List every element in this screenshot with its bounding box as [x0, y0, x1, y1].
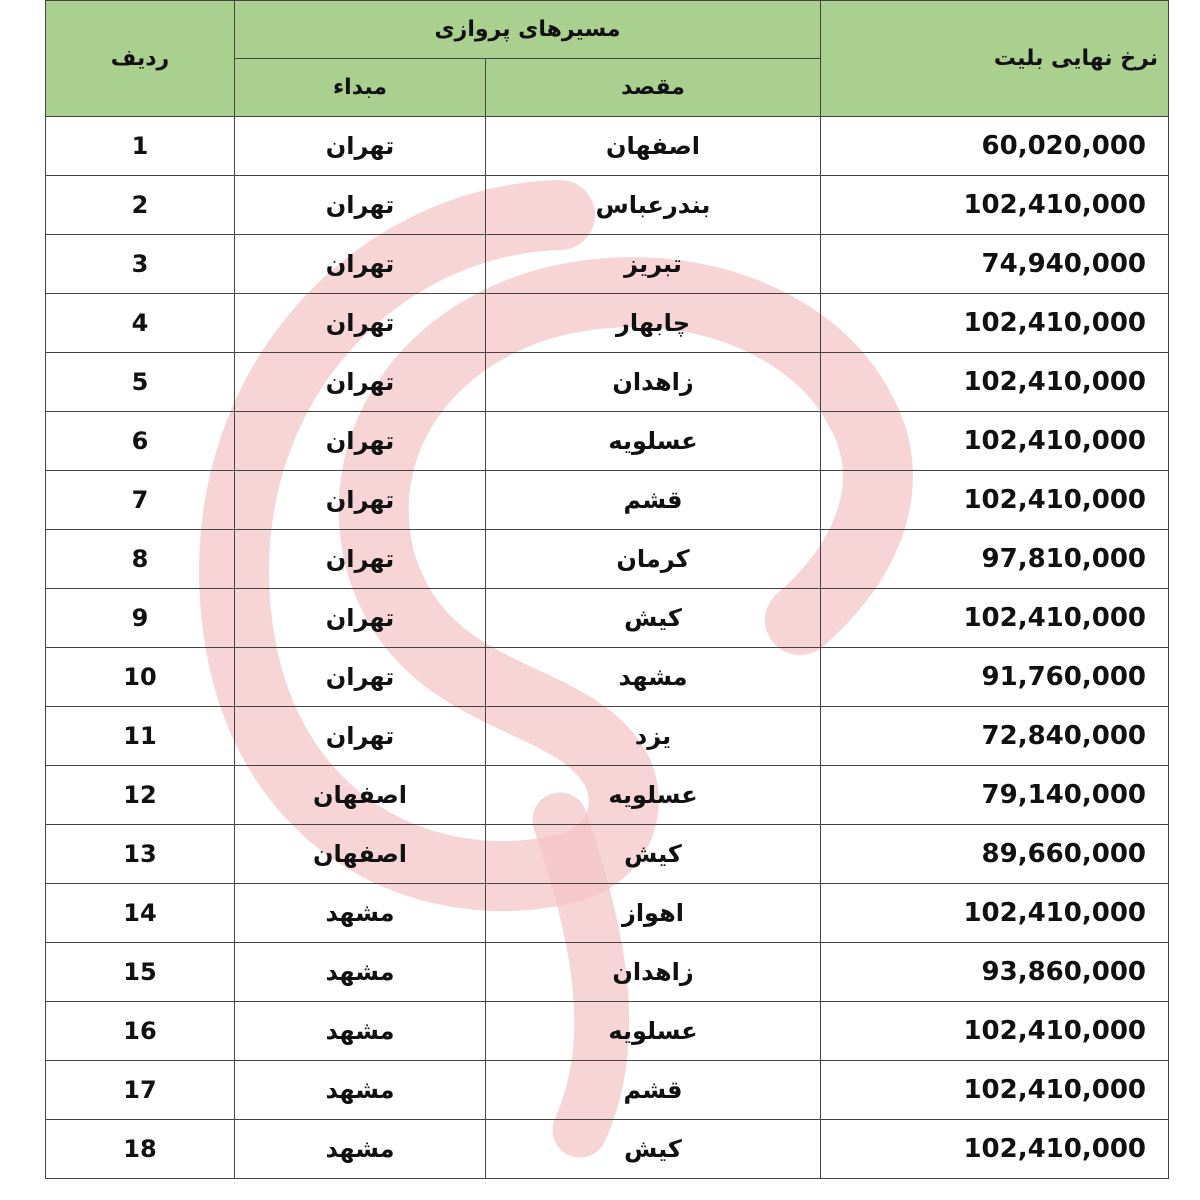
header-row-number: ردیف	[45, 0, 235, 117]
origin-cell: تهران	[234, 116, 486, 176]
table-row: 10 تهران مشهد 91,760,000	[45, 647, 1170, 707]
origin-cell: تهران	[234, 647, 486, 707]
table-row: 14 مشهد اهواز 102,410,000	[45, 883, 1170, 943]
destination-cell: زاهدان	[484, 352, 822, 412]
destination-cell: مشهد	[484, 647, 822, 707]
origin-cell: مشهد	[234, 1060, 486, 1120]
row-number-cell: 12	[45, 765, 235, 825]
destination-cell: قشم	[484, 1060, 822, 1120]
destination-cell: کیش	[484, 1119, 822, 1179]
origin-cell: تهران	[234, 352, 486, 412]
row-number-cell: 11	[45, 706, 235, 766]
flight-price-table: ردیف مسیرهای پروازی نرخ نهایی بلیت مبداء…	[45, 0, 1170, 1179]
origin-cell: اصفهان	[234, 824, 486, 884]
row-number-cell: 17	[45, 1060, 235, 1120]
price-cell: 102,410,000	[820, 175, 1170, 235]
row-number-cell: 18	[45, 1119, 235, 1179]
table-row: 1 تهران اصفهان 60,020,000	[45, 116, 1170, 176]
price-cell: 102,410,000	[820, 1060, 1170, 1120]
table-row: 12 اصفهان عسلویه 79,140,000	[45, 765, 1170, 825]
table-row: 13 اصفهان کیش 89,660,000	[45, 824, 1170, 884]
price-cell: 93,860,000	[820, 942, 1170, 1002]
price-cell: 97,810,000	[820, 529, 1170, 589]
price-cell: 102,410,000	[820, 411, 1170, 471]
origin-cell: مشهد	[234, 883, 486, 943]
table-row: 6 تهران عسلویه 102,410,000	[45, 411, 1170, 471]
price-cell: 72,840,000	[820, 706, 1170, 766]
row-number-cell: 13	[45, 824, 235, 884]
header-origin: مبداء	[234, 58, 486, 117]
row-number-cell: 1	[45, 116, 235, 176]
destination-cell: قشم	[484, 470, 822, 530]
origin-cell: تهران	[234, 470, 486, 530]
price-cell: 60,020,000	[820, 116, 1170, 176]
table-row: 16 مشهد عسلویه 102,410,000	[45, 1001, 1170, 1061]
row-number-cell: 7	[45, 470, 235, 530]
table-row: 9 تهران کیش 102,410,000	[45, 588, 1170, 648]
destination-cell: چابهار	[484, 293, 822, 353]
header-price: نرخ نهایی بلیت	[820, 0, 1170, 117]
price-cell: 102,410,000	[820, 883, 1170, 943]
row-number-cell: 2	[45, 175, 235, 235]
destination-cell: عسلویه	[484, 411, 822, 471]
origin-cell: اصفهان	[234, 765, 486, 825]
destination-cell: زاهدان	[484, 942, 822, 1002]
price-cell: 91,760,000	[820, 647, 1170, 707]
price-cell: 79,140,000	[820, 765, 1170, 825]
row-number-cell: 5	[45, 352, 235, 412]
price-cell: 102,410,000	[820, 293, 1170, 353]
destination-cell: عسلویه	[484, 765, 822, 825]
table-row: 17 مشهد قشم 102,410,000	[45, 1060, 1170, 1120]
table-row: 2 تهران بندرعباس 102,410,000	[45, 175, 1170, 235]
price-cell: 102,410,000	[820, 1001, 1170, 1061]
destination-cell: اصفهان	[484, 116, 822, 176]
destination-cell: اهواز	[484, 883, 822, 943]
destination-cell: کیش	[484, 824, 822, 884]
table-row: 15 مشهد زاهدان 93,860,000	[45, 942, 1170, 1002]
destination-cell: یزد	[484, 706, 822, 766]
table-row: 3 تهران تبریز 74,940,000	[45, 234, 1170, 294]
table-body: 1 تهران اصفهان 60,020,000 2 تهران بندرعباس 102,…	[45, 116, 1170, 1179]
origin-cell: تهران	[234, 529, 486, 589]
price-cell: 89,660,000	[820, 824, 1170, 884]
price-cell: 74,940,000	[820, 234, 1170, 294]
origin-cell: مشهد	[234, 1119, 486, 1179]
price-cell: 102,410,000	[820, 1119, 1170, 1179]
table-row: 18 مشهد کیش 102,410,000	[45, 1119, 1170, 1179]
destination-cell: بندرعباس	[484, 175, 822, 235]
origin-cell: مشهد	[234, 1001, 486, 1061]
origin-cell: تهران	[234, 706, 486, 766]
table-row: 4 تهران چابهار 102,410,000	[45, 293, 1170, 353]
table-row: 11 تهران یزد 72,840,000	[45, 706, 1170, 766]
row-number-cell: 16	[45, 1001, 235, 1061]
table-row: 7 تهران قشم 102,410,000	[45, 470, 1170, 530]
row-number-cell: 9	[45, 588, 235, 648]
price-cell: 102,410,000	[820, 352, 1170, 412]
price-cell: 102,410,000	[820, 588, 1170, 648]
origin-cell: تهران	[234, 411, 486, 471]
origin-cell: تهران	[234, 588, 486, 648]
row-number-cell: 14	[45, 883, 235, 943]
destination-cell: عسلویه	[484, 1001, 822, 1061]
destination-cell: کرمان	[484, 529, 822, 589]
header-destination: مقصد	[484, 58, 822, 117]
row-number-cell: 8	[45, 529, 235, 589]
price-cell: 102,410,000	[820, 470, 1170, 530]
table-row: 5 تهران زاهدان 102,410,000	[45, 352, 1170, 412]
header-routes: مسیرهای پروازی	[233, 0, 822, 59]
row-number-cell: 10	[45, 647, 235, 707]
origin-cell: تهران	[234, 234, 486, 294]
origin-cell: مشهد	[234, 942, 486, 1002]
table-row: 8 تهران کرمان 97,810,000	[45, 529, 1170, 589]
row-number-cell: 3	[45, 234, 235, 294]
row-number-cell: 4	[45, 293, 235, 353]
destination-cell: کیش	[484, 588, 822, 648]
row-number-cell: 15	[45, 942, 235, 1002]
origin-cell: تهران	[234, 293, 486, 353]
destination-cell: تبریز	[484, 234, 822, 294]
row-number-cell: 6	[45, 411, 235, 471]
origin-cell: تهران	[234, 175, 486, 235]
